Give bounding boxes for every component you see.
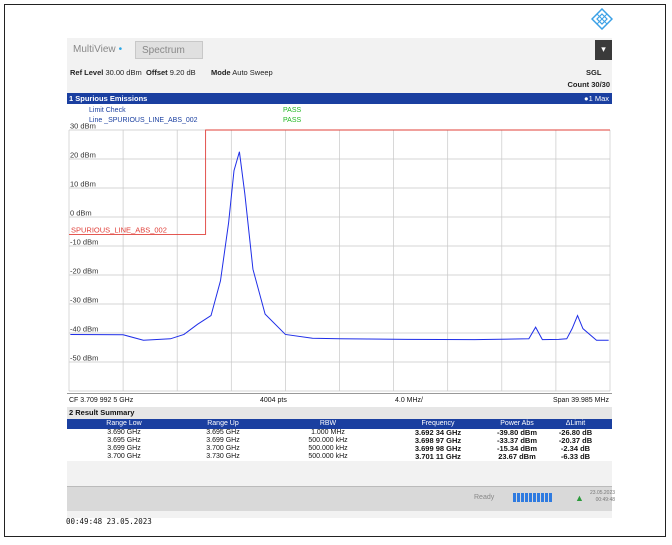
cell-frequency: 3.692 34 GHz	[414, 428, 462, 437]
ref-level-value: 30.00 dBm	[105, 68, 142, 77]
spectrum-plot: 30 dBm 20 dBm 10 dBm 0 dBm -10 dBm -20 dBm -30…	[68, 107, 611, 392]
status-bar: Ready ▲ 23.05.2023 00:49:48	[67, 486, 615, 511]
cell-range-low: 3.690 GHz	[107, 429, 141, 436]
sweep-mode: Mode Auto Sweep	[211, 68, 273, 77]
measure-icon[interactable]: ▲	[575, 493, 584, 503]
limit-line-name: SPURIOUS_LINE_ABS_002	[71, 225, 167, 234]
cell-frequency: 3.698 97 GHz	[414, 436, 462, 445]
mode-label: Mode	[211, 68, 231, 77]
table-row: 3.695 GHz 3.699 GHz 500.000 kHz 3.698 97…	[67, 437, 612, 445]
sweep-points: 4004 pts	[260, 397, 287, 404]
y-tick-label: 20 dBm	[70, 151, 96, 160]
y-tick-label: -10 dBm	[70, 238, 98, 247]
header-range-low: Range Low	[106, 420, 142, 427]
header-frequency: Frequency	[421, 420, 455, 427]
cell-rbw: 500.000 kHz	[308, 453, 348, 460]
cell-delta-limit: -20.37 dB	[558, 436, 593, 445]
tab-spectrum[interactable]: Spectrum	[135, 41, 203, 59]
y-tick-label: 0 dBm	[70, 209, 92, 218]
cell-rbw: 1.000 MHz	[311, 429, 345, 436]
ref-level: Ref Level 30.00 dBm	[70, 68, 142, 77]
limit-line-label: Line _SPURIOUS_LINE_ABS_002	[89, 117, 198, 124]
result-summary-header: 2 Result Summary	[67, 407, 612, 419]
capture-timestamp: 00:49:48 23.05.2023	[66, 517, 152, 526]
table-row: 3.700 GHz 3.730 GHz 500.000 kHz 3.701 11…	[67, 453, 612, 461]
trace-label: 1 Max	[588, 94, 609, 103]
offset: Offset 9.20 dB	[146, 68, 196, 77]
cell-frequency: 3.699 98 GHz	[414, 444, 462, 453]
star-icon: •	[118, 44, 123, 55]
cell-range-up: 3.700 GHz	[206, 445, 240, 452]
status-time: 00:49:48	[595, 497, 616, 503]
header-delta-limit: ΔLimit	[565, 420, 586, 427]
offset-label: Offset	[146, 68, 168, 77]
y-tick-label: -50 dBm	[70, 354, 98, 363]
parameter-bar: Ref Level 30.00 dBm Offset 9.20 dB Mode …	[67, 62, 612, 90]
mode-value: Auto Sweep	[232, 68, 273, 77]
panel-title: 1 Spurious Emissions	[69, 94, 148, 103]
y-tick-label: 10 dBm	[70, 180, 96, 189]
sgl-indicator: SGL	[586, 68, 602, 77]
cell-rbw: 500.000 kHz	[308, 445, 348, 452]
limit-check-label: Limit Check	[89, 107, 126, 114]
frequency-division: 4.0 MHz/	[395, 397, 424, 404]
cell-range-low: 3.695 GHz	[107, 437, 141, 444]
cell-delta-limit: -6.33 dB	[560, 452, 591, 461]
cell-rbw: 500.000 kHz	[308, 437, 348, 444]
tab-bar: MultiView • Spectrum ▾	[67, 38, 612, 60]
screenshot-frame	[4, 4, 666, 537]
offset-value: 9.20 dB	[169, 68, 196, 77]
cell-power-abs: -39.80 dBm	[496, 428, 538, 437]
limit-line-pass: PASS	[283, 117, 301, 124]
ready-status: Ready	[474, 494, 495, 501]
sweep-progress-bar	[513, 493, 553, 502]
spectrum-trace	[70, 151, 609, 341]
limit-line	[69, 129, 610, 235]
result-summary-title: 2 Result Summary	[69, 408, 135, 417]
ref-level-label: Ref Level	[70, 68, 104, 77]
y-tick-label: -20 dBm	[70, 267, 98, 276]
frequency-span: Span 39.985 MHz	[552, 397, 609, 404]
trace-indicator: ●1 Max	[584, 93, 609, 104]
chart-footer: CF 3.709 992 5 GHz 4004 pts 4.0 MHz/ Spa…	[67, 393, 612, 407]
cell-range-low: 3.700 GHz	[107, 453, 141, 460]
cell-range-up: 3.699 GHz	[206, 437, 240, 444]
center-frequency: CF 3.709 992 5 GHz	[69, 397, 134, 404]
limit-check-pass: PASS	[283, 107, 301, 114]
y-tick-label: 30 dBm	[70, 122, 96, 131]
header-range-up: Range Up	[207, 420, 239, 427]
table-body: 3.690 GHz 3.695 GHz 1.000 MHz 3.692 34 G…	[67, 429, 612, 461]
analyzer-screen: MultiView • Spectrum ▾ Ref Level 30.00 dB…	[67, 38, 615, 518]
spectrum-chart: 30 dBm 20 dBm 10 dBm 0 dBm -10 dBm -20 dBm -30…	[67, 104, 612, 431]
cell-power-abs: -15.34 dBm	[496, 444, 538, 453]
status-date: 23.05.2023	[590, 490, 616, 496]
cell-power-abs: -33.37 dBm	[496, 436, 538, 445]
sweep-count: Count 30/30	[567, 80, 610, 89]
spurious-panel-header: 1 Spurious Emissions ●1 Max	[67, 93, 612, 104]
y-tick-label: -40 dBm	[70, 325, 98, 334]
tab-spectrum-label: Spectrum	[142, 45, 185, 56]
menu-icon: ▾	[601, 44, 606, 54]
header-power-abs: Power Abs	[500, 420, 534, 427]
cell-delta-limit: -26.80 dB	[558, 428, 593, 437]
cell-range-up: 3.695 GHz	[206, 429, 240, 436]
rs-diamond-logo-icon	[591, 8, 613, 30]
y-tick-label: -30 dBm	[70, 296, 98, 305]
cell-power-abs: 23.67 dBm	[498, 452, 536, 461]
menu-button[interactable]: ▾	[595, 40, 612, 60]
cell-range-up: 3.730 GHz	[206, 453, 240, 460]
status-datetime: 23.05.2023 00:49:48	[590, 490, 615, 504]
table-row: 3.690 GHz 3.695 GHz 1.000 MHz 3.692 34 G…	[67, 429, 612, 437]
tab-multiview-label: MultiView	[73, 44, 116, 55]
trace-dot-icon: ●	[584, 94, 589, 103]
table-header: Range Low Range Up RBW Frequency Power A…	[67, 419, 612, 429]
cell-frequency: 3.701 11 GHz	[415, 452, 461, 461]
cell-range-low: 3.699 GHz	[107, 445, 141, 452]
tab-multiview[interactable]: MultiView •	[67, 41, 141, 59]
header-rbw: RBW	[319, 420, 337, 427]
table-row: 3.699 GHz 3.700 GHz 500.000 kHz 3.699 98…	[67, 445, 612, 453]
cell-delta-limit: -2.34 dB	[560, 444, 591, 453]
